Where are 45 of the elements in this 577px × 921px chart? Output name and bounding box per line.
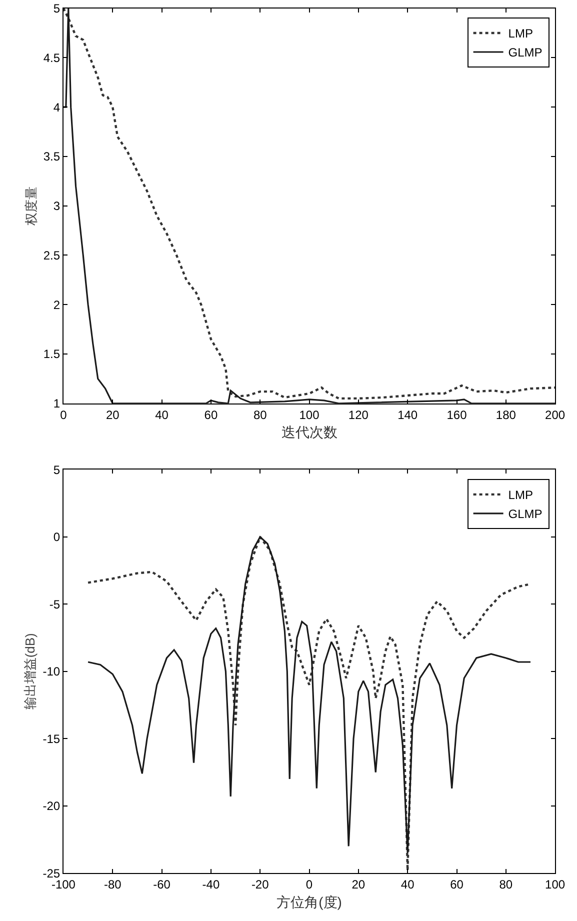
x-tick-label: 40 [400,878,415,892]
x-tick-label: 180 [496,408,516,422]
x-tick-label: 20 [352,878,366,892]
legend-label: LMP [508,488,533,502]
x-tick-label: 160 [446,408,468,422]
x-tick-label: 80 [253,408,268,422]
y-tick-label: 4.5 [43,50,60,65]
x-tick-label: 100 [299,408,320,422]
x-tick-label: 60 [204,408,218,422]
y-axis-title: 权度量 [23,186,38,226]
legend-label: LMP [508,26,533,41]
y-tick-label: -15 [42,732,60,746]
x-axis-title: 迭代次数 [281,424,338,440]
x-tick-label: 100 [545,878,566,892]
legend-label: GLMP [508,46,542,60]
x-tick-label: 60 [450,878,464,892]
x-tick-label: 80 [499,878,513,892]
x-tick-label: 200 [545,408,566,422]
x-tick-label: 40 [155,408,169,422]
y-tick-label: 1 [53,396,60,411]
x-tick-label: -40 [202,878,220,892]
y-tick-label: -5 [49,597,60,612]
y-tick-label: 5 [53,1,60,16]
x-axis-title: 方位角(度) [276,894,342,910]
y-axis-title: 输出增益(dB) [22,633,38,710]
y-tick-label: 5 [53,462,60,477]
x-tick-label: 20 [106,408,120,422]
y-tick-label: 3 [53,199,60,214]
legend-label: GLMP [508,507,542,522]
x-tick-label: 0 [306,878,313,892]
y-tick-label: -25 [42,866,60,880]
x-tick-label: -100 [51,878,76,892]
y-tick-label: 0 [53,530,60,544]
y-tick-label: -10 [42,664,60,679]
x-tick-label: 140 [398,408,418,422]
y-tick-label: -20 [42,799,60,814]
y-tick-label: 4 [53,100,60,114]
y-tick-label: 3.5 [43,150,60,164]
x-tick-label: 120 [348,408,369,422]
x-tick-label: -20 [251,878,270,892]
x-tick-label: -80 [104,878,122,892]
y-tick-label: 2 [53,298,60,312]
y-tick-label: 2.5 [43,248,60,262]
x-tick-label: -60 [153,878,171,892]
y-tick-label: 1.5 [43,347,60,362]
